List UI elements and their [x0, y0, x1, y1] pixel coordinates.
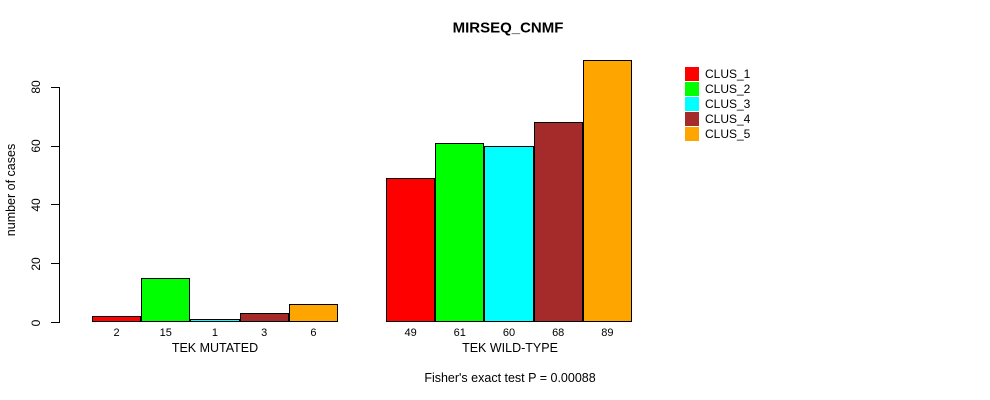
- bar-value-label-clus-1-tek-mutated: 2: [113, 327, 120, 339]
- y-axis-tick: [51, 263, 59, 265]
- chart-title: MIRSEQ_CNMF: [452, 19, 564, 37]
- group-label-tek-mutated: TEK MUTATED: [171, 341, 259, 355]
- legend-swatch-clus_1: [685, 66, 699, 81]
- bar-clus-3-tek-wild-type: [484, 145, 534, 322]
- bar-clus-5-tek-mutated: [288, 304, 338, 322]
- y-axis-tick: [51, 322, 59, 323]
- bar-value-label-clus-3-tek-mutated: 1: [211, 327, 219, 339]
- bar-clus-4-tek-wild-type: [533, 122, 583, 322]
- legend-label-clus_5: CLUS_5: [705, 126, 751, 141]
- bar-clus-1-tek-mutated: [92, 316, 142, 322]
- legend-label-clus_2: CLUS_2: [705, 81, 751, 96]
- bar-clus-5-tek-wild-type: [582, 60, 632, 322]
- bar-value-label-clus-5-tek-wild-type: 89: [601, 327, 614, 339]
- bar-clus-2-tek-wild-type: [435, 142, 485, 322]
- y-axis-tick-label: 80: [29, 80, 43, 94]
- y-axis-tick: [51, 145, 59, 147]
- bar-value-label-clus-3-tek-wild-type: 60: [502, 327, 516, 339]
- legend-swatch-clus_3: [685, 96, 699, 111]
- legend-item-clus_3: CLUS_3: [685, 96, 750, 111]
- legend-label-clus_1: CLUS_1: [705, 66, 751, 81]
- y-axis-line: [59, 86, 60, 323]
- legend-swatch-clus_2: [685, 81, 699, 96]
- bar-clus-2-tek-mutated: [141, 277, 191, 322]
- bar-clus-3-tek-mutated: [190, 319, 240, 322]
- legend-item-clus_5: CLUS_5: [685, 126, 750, 141]
- bar-value-label-clus-2-tek-mutated: 15: [159, 327, 172, 339]
- bar-value-label-clus-5-tek-mutated: 6: [310, 327, 317, 339]
- y-axis-tick-label: 0: [29, 319, 43, 326]
- legend-swatch-clus_4: [685, 111, 699, 126]
- legend-swatch-clus_5: [685, 126, 699, 141]
- fisher-test-annotation: Fisher's exact test P = 0.00088: [424, 371, 596, 385]
- bar-value-label-clus-2-tek-wild-type: 61: [453, 327, 466, 339]
- legend-label-clus_3: CLUS_3: [705, 96, 751, 111]
- legend-label-clus_4: CLUS_4: [705, 111, 751, 126]
- group-label-tek-wild-type: TEK WILD-TYPE: [462, 341, 558, 355]
- bar-value-label-clus-4-tek-wild-type: 68: [552, 327, 565, 339]
- legend-item-clus_1: CLUS_1: [685, 66, 750, 81]
- y-axis-label: number of cases: [4, 143, 18, 237]
- y-axis-tick-label: 20: [29, 256, 43, 271]
- y-axis-tick-label: 60: [29, 139, 43, 153]
- bar-clus-4-tek-mutated: [239, 313, 289, 322]
- bar-value-label-clus-1-tek-wild-type: 49: [404, 327, 417, 339]
- legend-item-clus_2: CLUS_2: [685, 81, 750, 96]
- bar-clus-1-tek-wild-type: [386, 177, 436, 322]
- legend: CLUS_1 CLUS_2 CLUS_3 CLUS_4 CLUS_5: [685, 66, 750, 141]
- bar-value-label-clus-4-tek-mutated: 3: [261, 327, 268, 339]
- legend-item-clus_4: CLUS_4: [685, 111, 750, 126]
- y-axis-tick-label: 40: [29, 198, 43, 212]
- y-axis-tick: [51, 86, 59, 88]
- y-axis-tick: [51, 204, 59, 206]
